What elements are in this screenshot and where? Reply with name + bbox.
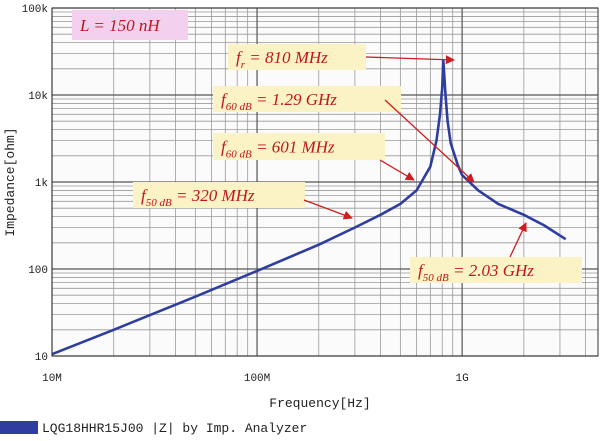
annotation-box (133, 182, 305, 208)
annotation-symbol: f (221, 138, 228, 157)
y-tick-label: 100k (22, 4, 49, 16)
annotation-box (213, 133, 385, 160)
y-axis-label: Impedance[ohm] (3, 127, 18, 236)
annotation-subscript: 50 dB (146, 197, 172, 209)
annotation-arrow (303, 199, 353, 220)
y-tick-label: 10k (28, 91, 48, 103)
annotation-box (213, 86, 401, 112)
annotation-value: = 1.29 GHz (252, 90, 338, 109)
annotation-arrow (509, 222, 527, 258)
annotation-value: = 810 MHz (245, 48, 328, 67)
annotation-arrow (379, 159, 415, 181)
x-tick-label: 1G (455, 373, 468, 385)
annotation-box (72, 10, 188, 40)
legend-swatch (0, 421, 38, 434)
annotation-text: L = 150 nH (79, 16, 161, 35)
annotation-value: = 601 MHz (252, 138, 335, 157)
y-tick-label: 10 (35, 352, 48, 364)
annotation-symbol: f (236, 48, 243, 67)
annotation-box (228, 44, 366, 70)
annotation-subscript: 60 dB (226, 149, 252, 161)
annotation-text: f50 dB = 2.03 GHz (418, 261, 534, 284)
annotation-text: f60 dB = 601 MHz (221, 138, 335, 161)
y-tick-label: 100 (28, 265, 48, 277)
annotation-subscript: 50 dB (423, 272, 449, 284)
plot (51, 59, 567, 356)
legend-label: LQG18HHR15J00 |Z| by Imp. Analyzer (42, 421, 307, 436)
annotation-subscript: 60 dB (226, 101, 252, 113)
annotation-text: f60 dB = 1.29 GHz (221, 90, 337, 113)
annotation-subscript: r (241, 59, 246, 71)
y-tick-label: 1k (35, 178, 49, 190)
annotation-box (410, 257, 582, 283)
annotation-value: L = 150 nH (79, 16, 161, 35)
annotation-value: = 320 MHz (172, 186, 255, 205)
annotation-symbol: f (141, 186, 148, 205)
annotation-text: fr = 810 MHz (236, 48, 328, 71)
annotation-symbol: f (221, 90, 228, 109)
x-tick-label: 100M (244, 373, 270, 385)
plot-frame (51, 7, 599, 357)
x-tick-label: 10M (42, 373, 62, 385)
annotation-symbol: f (418, 261, 425, 280)
line-series (51, 59, 567, 356)
annotation-value: = 2.03 GHz (449, 261, 535, 280)
annotation-text: f50 dB = 320 MHz (141, 186, 255, 209)
x-axis-label: Frequency[Hz] (269, 396, 370, 411)
annotation-arrow (365, 55, 455, 65)
annotation-arrow (384, 99, 475, 183)
